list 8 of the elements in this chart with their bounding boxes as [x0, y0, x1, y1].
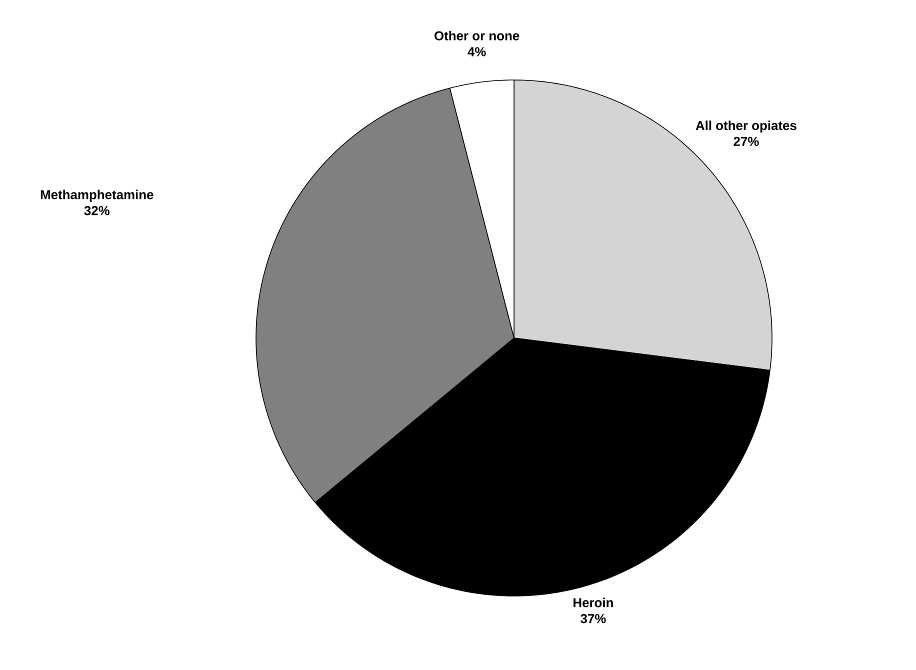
- data-label: 37%: [580, 614, 606, 624]
- slice-label: Methamphetamine: [40, 190, 154, 202]
- data-label: 4%: [468, 47, 486, 56]
- slice-label: All other opiates: [696, 120, 796, 133]
- slice-label: Other or none: [434, 30, 520, 40]
- slice-label: Heroin: [574, 598, 613, 608]
- data-label: 27%: [734, 136, 759, 146]
- data-label: 32%: [84, 206, 110, 216]
